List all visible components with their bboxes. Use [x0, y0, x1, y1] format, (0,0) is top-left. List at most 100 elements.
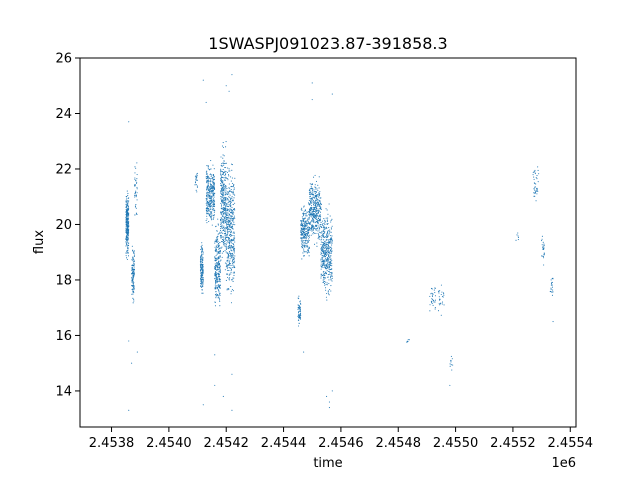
- data-point: [233, 257, 235, 259]
- data-point: [226, 247, 228, 249]
- data-point: [312, 201, 314, 203]
- data-point: [220, 191, 222, 193]
- data-point: [228, 219, 230, 221]
- data-point: [321, 266, 323, 268]
- data-point: [214, 384, 216, 386]
- data-point: [206, 177, 209, 179]
- data-point: [207, 166, 209, 168]
- data-point: [206, 211, 208, 213]
- data-point: [221, 224, 223, 226]
- data-point: [125, 206, 127, 208]
- data-point: [208, 185, 210, 188]
- data-point: [212, 191, 214, 193]
- data-point: [222, 210, 224, 212]
- data-point: [541, 235, 543, 237]
- data-point: [331, 238, 333, 240]
- data-point: [328, 279, 330, 281]
- data-point: [318, 193, 320, 195]
- data-point: [307, 240, 309, 242]
- data-point: [222, 194, 225, 196]
- data-point: [224, 262, 226, 264]
- data-point: [313, 207, 315, 209]
- data-point: [127, 220, 129, 222]
- data-point: [214, 201, 216, 203]
- data-point: [327, 250, 329, 252]
- data-point: [314, 196, 316, 198]
- data-point: [328, 270, 330, 272]
- data-point: [313, 189, 315, 191]
- data-point: [309, 229, 311, 231]
- data-point: [210, 174, 213, 176]
- data-point: [325, 250, 327, 252]
- data-point: [132, 302, 134, 304]
- data-point: [517, 235, 519, 237]
- data-point: [131, 270, 133, 272]
- data-point: [225, 202, 227, 204]
- data-point: [205, 200, 207, 202]
- data-point: [126, 233, 128, 235]
- data-point: [212, 192, 214, 194]
- data-point: [314, 191, 316, 193]
- data-point: [131, 245, 133, 247]
- data-point: [315, 202, 318, 204]
- data-point: [297, 304, 299, 306]
- data-point: [135, 207, 137, 209]
- data-point: [302, 218, 304, 220]
- data-point: [312, 191, 314, 193]
- data-point: [213, 201, 215, 203]
- data-point: [308, 229, 310, 231]
- data-point: [331, 390, 333, 392]
- data-point: [228, 214, 231, 216]
- data-points: [125, 74, 554, 411]
- data-point: [210, 188, 212, 190]
- data-point: [208, 186, 211, 188]
- data-point: [221, 227, 223, 229]
- data-point: [310, 185, 312, 187]
- data-point: [229, 187, 231, 189]
- data-point: [304, 236, 306, 239]
- data-point: [225, 171, 227, 173]
- data-point: [219, 281, 221, 283]
- data-point: [210, 185, 212, 187]
- data-point: [217, 246, 219, 248]
- data-point: [214, 210, 216, 212]
- data-point: [320, 251, 322, 253]
- data-point: [302, 246, 304, 248]
- data-point: [225, 221, 227, 223]
- data-point: [323, 276, 325, 278]
- data-point: [326, 227, 328, 230]
- data-point: [299, 308, 301, 311]
- data-point: [221, 201, 223, 203]
- data-point: [216, 253, 218, 255]
- data-point: [319, 191, 321, 193]
- data-point: [200, 275, 202, 277]
- data-point: [311, 188, 313, 190]
- data-point: [216, 272, 218, 274]
- data-point: [126, 257, 128, 259]
- data-point: [330, 260, 332, 263]
- data-point: [308, 251, 310, 253]
- data-point: [325, 264, 328, 266]
- data-point: [319, 215, 321, 217]
- data-point: [431, 295, 434, 297]
- data-point: [207, 204, 209, 206]
- data-point: [536, 178, 538, 180]
- data-point: [227, 276, 229, 278]
- data-point: [230, 217, 232, 219]
- data-point: [313, 197, 315, 199]
- data-point: [233, 183, 235, 186]
- data-point: [230, 279, 233, 281]
- data-point: [201, 265, 203, 267]
- data-point: [437, 310, 440, 312]
- data-point: [227, 220, 229, 222]
- data-point: [550, 279, 552, 281]
- data-point: [125, 243, 127, 245]
- data-point: [324, 223, 326, 226]
- data-point: [234, 202, 236, 204]
- data-point: [330, 228, 333, 230]
- data-point: [220, 259, 222, 261]
- data-point: [216, 251, 218, 253]
- data-point: [228, 183, 230, 185]
- data-point: [219, 272, 221, 274]
- data-point: [209, 213, 211, 215]
